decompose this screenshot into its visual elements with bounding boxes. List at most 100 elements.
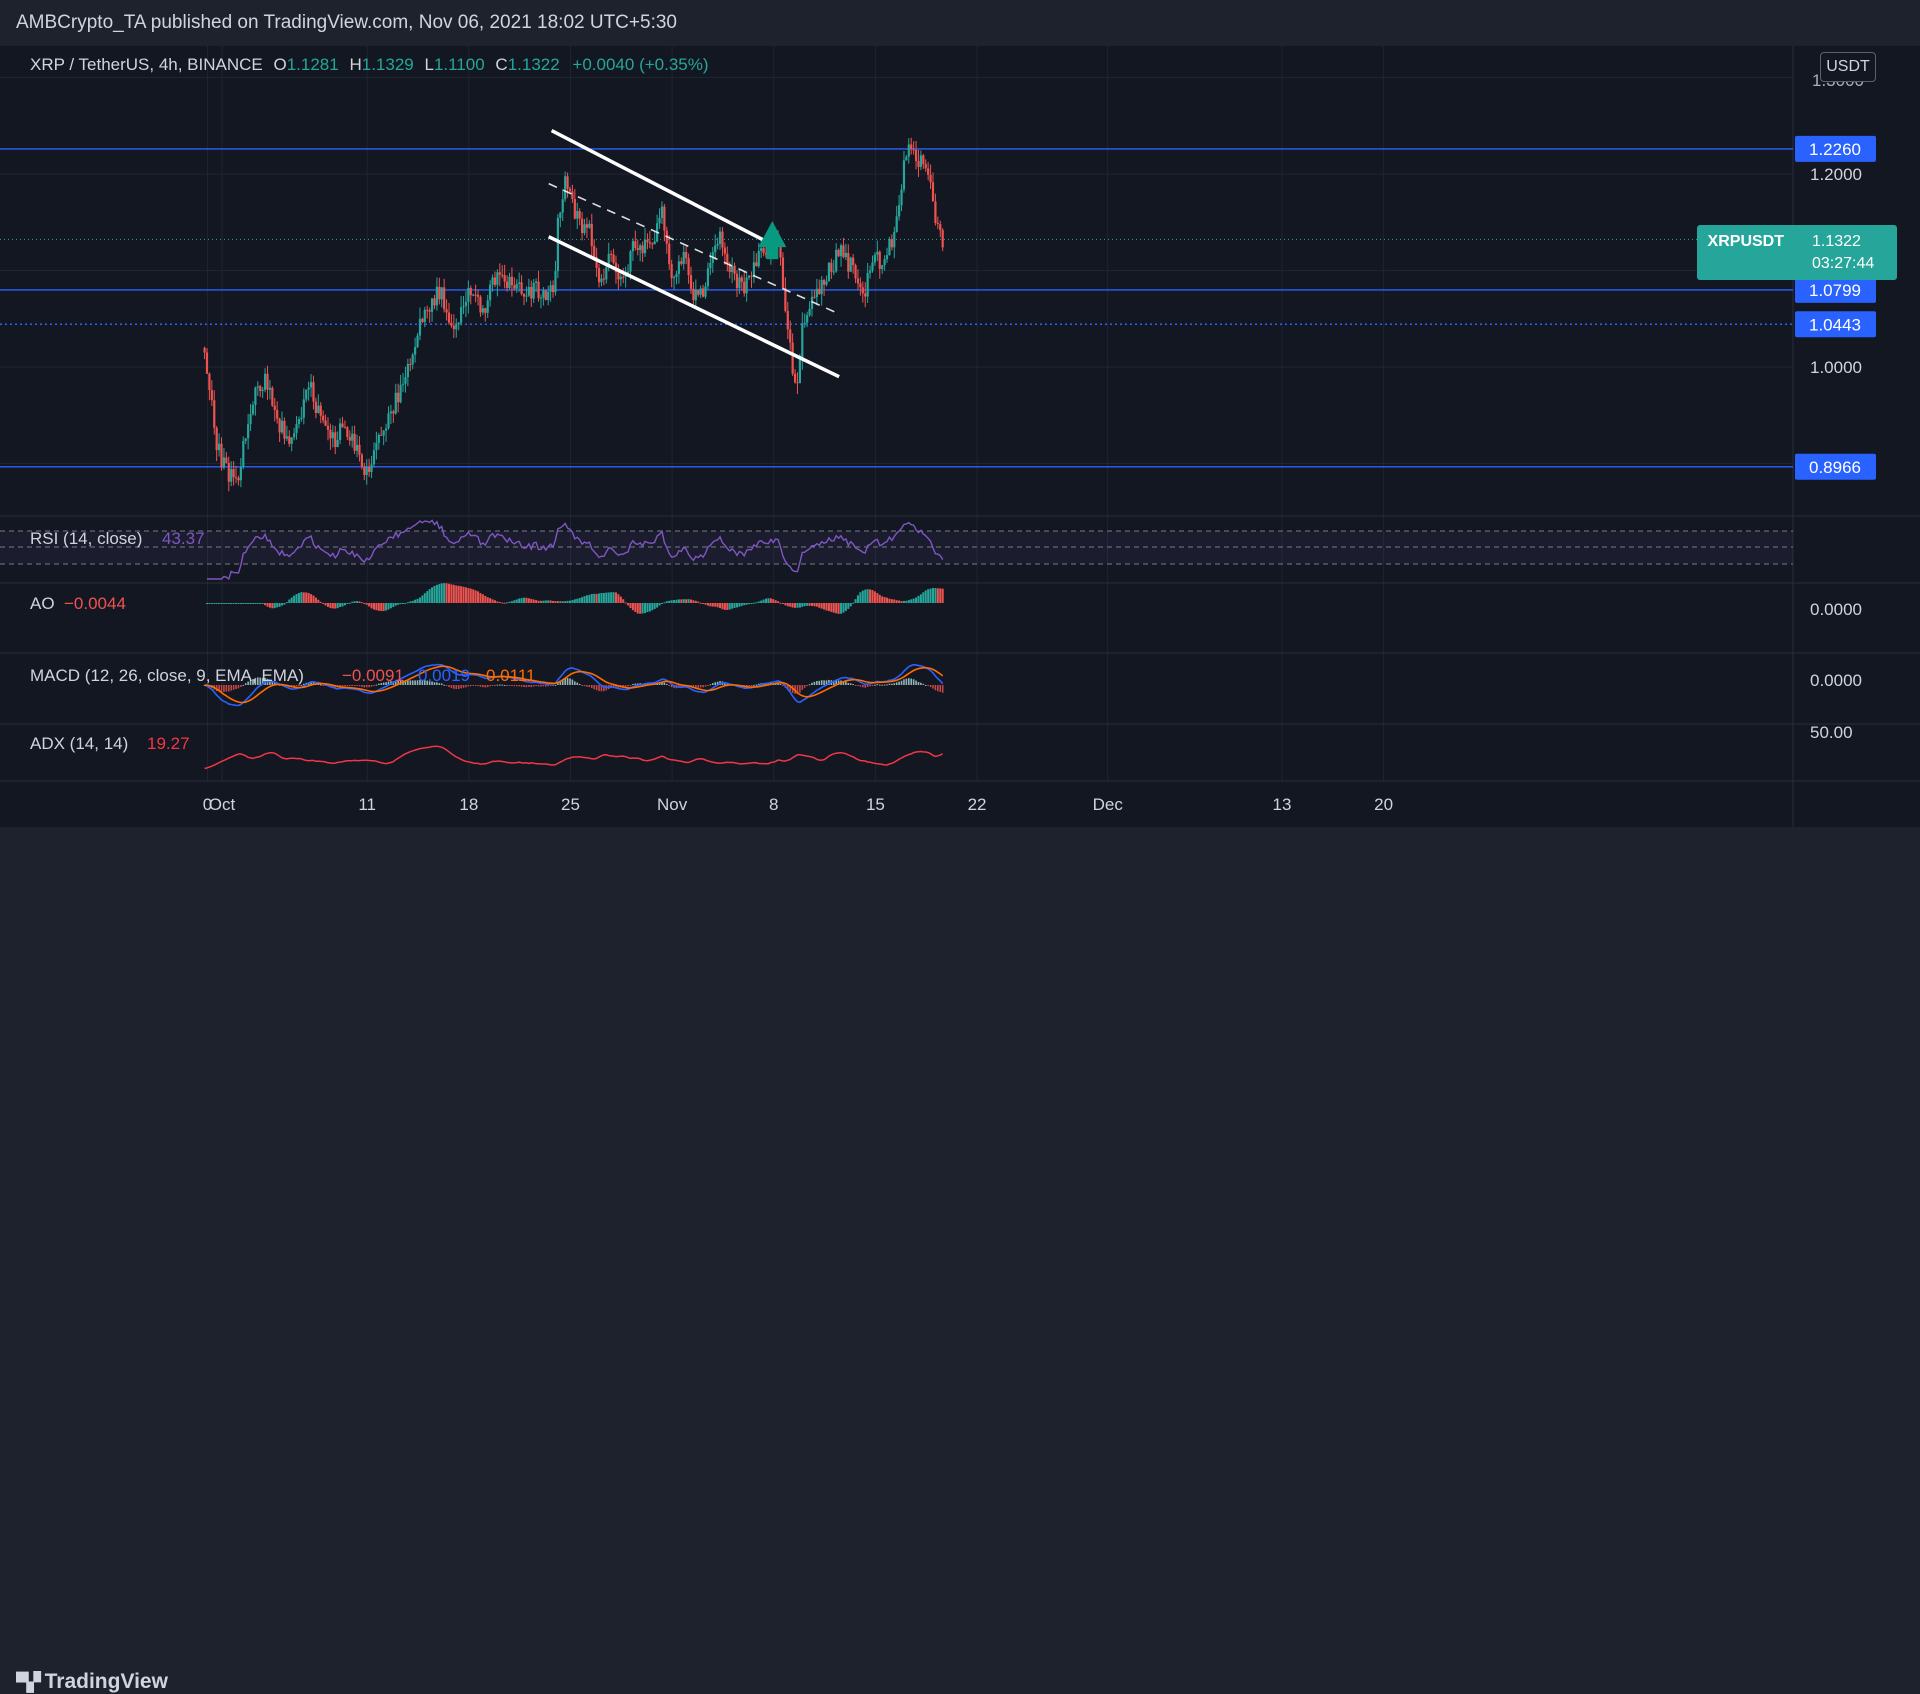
ao-bar <box>382 603 385 612</box>
ao-bar <box>256 603 259 604</box>
macd-hist-bar <box>346 685 349 686</box>
channel-mid-line <box>548 182 840 315</box>
ao-bar <box>285 602 288 604</box>
macd-hist-bar <box>658 682 661 685</box>
macd-hist-bar <box>898 681 900 685</box>
macd-hist-bar <box>370 685 373 687</box>
macd-hist-bar <box>576 682 579 685</box>
ao-bar <box>685 599 688 603</box>
ao-bar <box>658 603 661 606</box>
ao-bar <box>648 603 651 612</box>
macd-hist-bar <box>351 685 353 686</box>
candle-body <box>636 247 639 250</box>
candle-body <box>358 444 361 455</box>
ao-bar <box>641 603 644 614</box>
chart-area[interactable] <box>0 46 1920 827</box>
ao-bar <box>322 603 325 604</box>
candle-body <box>559 212 562 219</box>
currency-button[interactable]: USDT <box>1820 52 1876 82</box>
candle-body <box>651 243 654 245</box>
time-axis-label: 11 <box>358 795 376 814</box>
candle-body <box>537 281 540 299</box>
ao-bar <box>844 603 847 611</box>
candle-body <box>893 231 896 248</box>
macd-hist-bar <box>353 685 356 687</box>
ao-bar <box>740 603 743 606</box>
macd-hist-bar <box>929 685 932 688</box>
candle-body <box>912 149 915 151</box>
candlesticks <box>203 137 944 492</box>
time-axis-label: 13 <box>1272 795 1291 814</box>
ao-bar <box>849 603 852 607</box>
macd-hist-bar <box>893 683 896 685</box>
ao-bar <box>588 594 591 603</box>
candle-body <box>242 440 245 467</box>
candle-body <box>293 433 296 438</box>
macd-hist-bar <box>789 685 792 692</box>
channel-lower-line <box>547 235 840 379</box>
candle-body <box>641 245 644 254</box>
high-value: 1.1329 <box>361 55 414 74</box>
candle-body <box>397 392 400 403</box>
macd-hist-bar <box>271 681 274 685</box>
macd-hist-bar <box>363 685 366 688</box>
ao-bar <box>917 595 920 603</box>
ao-bar <box>392 603 395 608</box>
candle-body <box>907 144 910 157</box>
tradingview-logo[interactable]: ▀▞ TradingView <box>16 1670 168 1694</box>
ao-bar <box>310 594 313 603</box>
ao-bar <box>247 603 250 604</box>
ao-bar <box>474 590 477 603</box>
macd-hist-bar <box>847 682 850 685</box>
candle-body <box>576 211 579 219</box>
ao-bar <box>636 603 639 614</box>
macd-hist-bar <box>745 685 748 687</box>
ao-bar <box>876 593 879 603</box>
macd-hist-bar <box>465 685 467 688</box>
ao-bar <box>673 600 676 603</box>
macd-hist-bar <box>477 685 479 687</box>
ao-bar <box>731 603 734 609</box>
macd-hist-bar <box>816 681 818 685</box>
ao-bar <box>411 600 414 603</box>
ao-bar <box>225 603 228 604</box>
publisher-info: AMBCrypto_TA published on TradingView.co… <box>16 12 677 33</box>
ao-bar <box>370 603 373 609</box>
candle-body <box>208 373 211 391</box>
candle-body <box>459 307 463 323</box>
macd-hist-bar <box>881 684 883 686</box>
macd-hist-bar <box>849 683 852 685</box>
ao-bar <box>878 594 881 603</box>
candle-body <box>387 413 390 429</box>
macd-hist-bar <box>373 685 375 686</box>
candle-body <box>486 300 489 313</box>
ao-bar <box>205 603 208 604</box>
macd-hist-bar <box>479 685 482 687</box>
macd-hist-bar <box>520 685 523 687</box>
macd-hist-bar <box>348 685 351 686</box>
time-axis-label: 8 <box>769 795 778 814</box>
ao-bar <box>435 584 438 603</box>
ao-bar <box>663 602 666 604</box>
candle-body <box>421 318 424 322</box>
candle-body <box>462 306 465 308</box>
ao-bar <box>375 603 378 611</box>
time-axis-label: Oct <box>209 795 236 814</box>
macd-hist-bar <box>450 685 453 689</box>
candle-body <box>474 294 477 296</box>
open-value: 1.1281 <box>286 55 339 74</box>
ao-bar <box>779 602 782 604</box>
ao-bar <box>481 594 484 603</box>
ao-bar <box>919 594 922 603</box>
ao-bar <box>927 589 930 603</box>
macd-hist-bar <box>866 685 869 688</box>
ao-bar <box>689 599 692 603</box>
macd-hist-bar <box>801 685 804 690</box>
symbol-name[interactable]: XRP / TetherUS, 4h, BINANCE <box>30 55 263 74</box>
ao-bar <box>631 603 634 611</box>
candle-body <box>530 286 533 299</box>
candle-body <box>370 464 373 473</box>
ao-bar <box>842 603 845 613</box>
